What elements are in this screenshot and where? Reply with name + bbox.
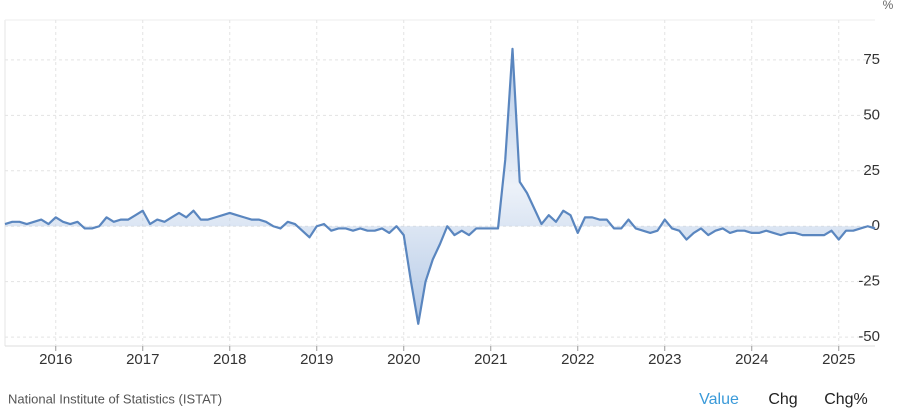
x-tick-label: 2016 — [39, 351, 72, 368]
y-tick-label: 0 — [872, 217, 880, 234]
y-tick-label: -25 — [858, 273, 880, 290]
value-button[interactable]: Value — [699, 391, 739, 408]
x-tick-label: 2025 — [822, 351, 855, 368]
line — [4, 47, 876, 325]
x-tick-label: 2020 — [387, 351, 420, 368]
x-tick-label: 2018 — [213, 351, 246, 368]
x-tick-label: 2021 — [474, 351, 507, 368]
chg-pct-button[interactable]: Chg% — [824, 391, 868, 408]
y-tick-label: 50 — [863, 106, 880, 123]
y-tick-label: -50 — [858, 328, 880, 345]
x-tick-label: 2019 — [300, 351, 333, 368]
x-tick-label: 2017 — [126, 351, 159, 368]
area — [5, 48, 875, 324]
source: National Institute of Statistics (ISTAT) — [8, 391, 222, 406]
y-tick-label: 25 — [863, 162, 880, 179]
chg-button[interactable]: Chg — [768, 391, 797, 408]
unit-label: % — [883, 0, 894, 12]
x-tick-label: 2024 — [735, 351, 768, 368]
x-tick-label: 2022 — [561, 351, 594, 368]
y-tick-label: 75 — [863, 51, 880, 68]
x-tick-label: 2023 — [648, 351, 681, 368]
